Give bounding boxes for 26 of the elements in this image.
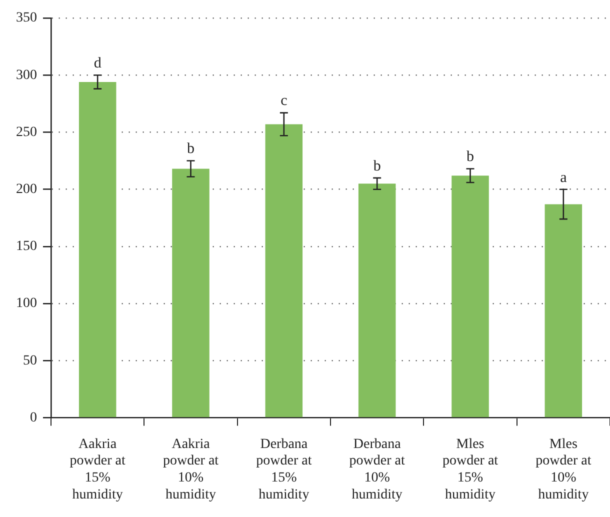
x-tick-label: Derbana powder at 15% humidity: [256, 436, 312, 502]
y-tick-label: 300: [16, 68, 37, 83]
x-tick-label: Derbana powder at 10% humidity: [349, 436, 405, 502]
x-tick-label: Aakria powder at 15% humidity: [70, 436, 126, 502]
y-tick-label: 200: [16, 182, 37, 198]
bar: [172, 168, 210, 418]
bar: [265, 124, 303, 418]
y-tick-label: 100: [16, 296, 37, 312]
bar: [358, 184, 396, 418]
annotation: a: [560, 170, 568, 186]
bar: [452, 176, 489, 418]
annotation: b: [466, 149, 474, 166]
bar: [78, 82, 116, 418]
x-tick-label: Mles powder at 10% humidity: [536, 436, 592, 502]
y-tick-label: 250: [16, 124, 37, 140]
annotation: d: [94, 56, 102, 72]
y-tick-label: 0: [30, 410, 37, 426]
x-tick-label: Mles powder at 15% humidity: [442, 436, 498, 502]
y-tick-label: 50: [23, 353, 37, 368]
x-tick-label: Aakria powder at 10% humidity: [162, 436, 219, 502]
annotation: c: [280, 93, 288, 110]
y-tick-label: 150: [16, 239, 37, 254]
y-tick-label: 350: [16, 10, 37, 26]
bar: [544, 204, 582, 418]
annotation: b: [187, 141, 194, 158]
annotation: b: [373, 158, 381, 174]
